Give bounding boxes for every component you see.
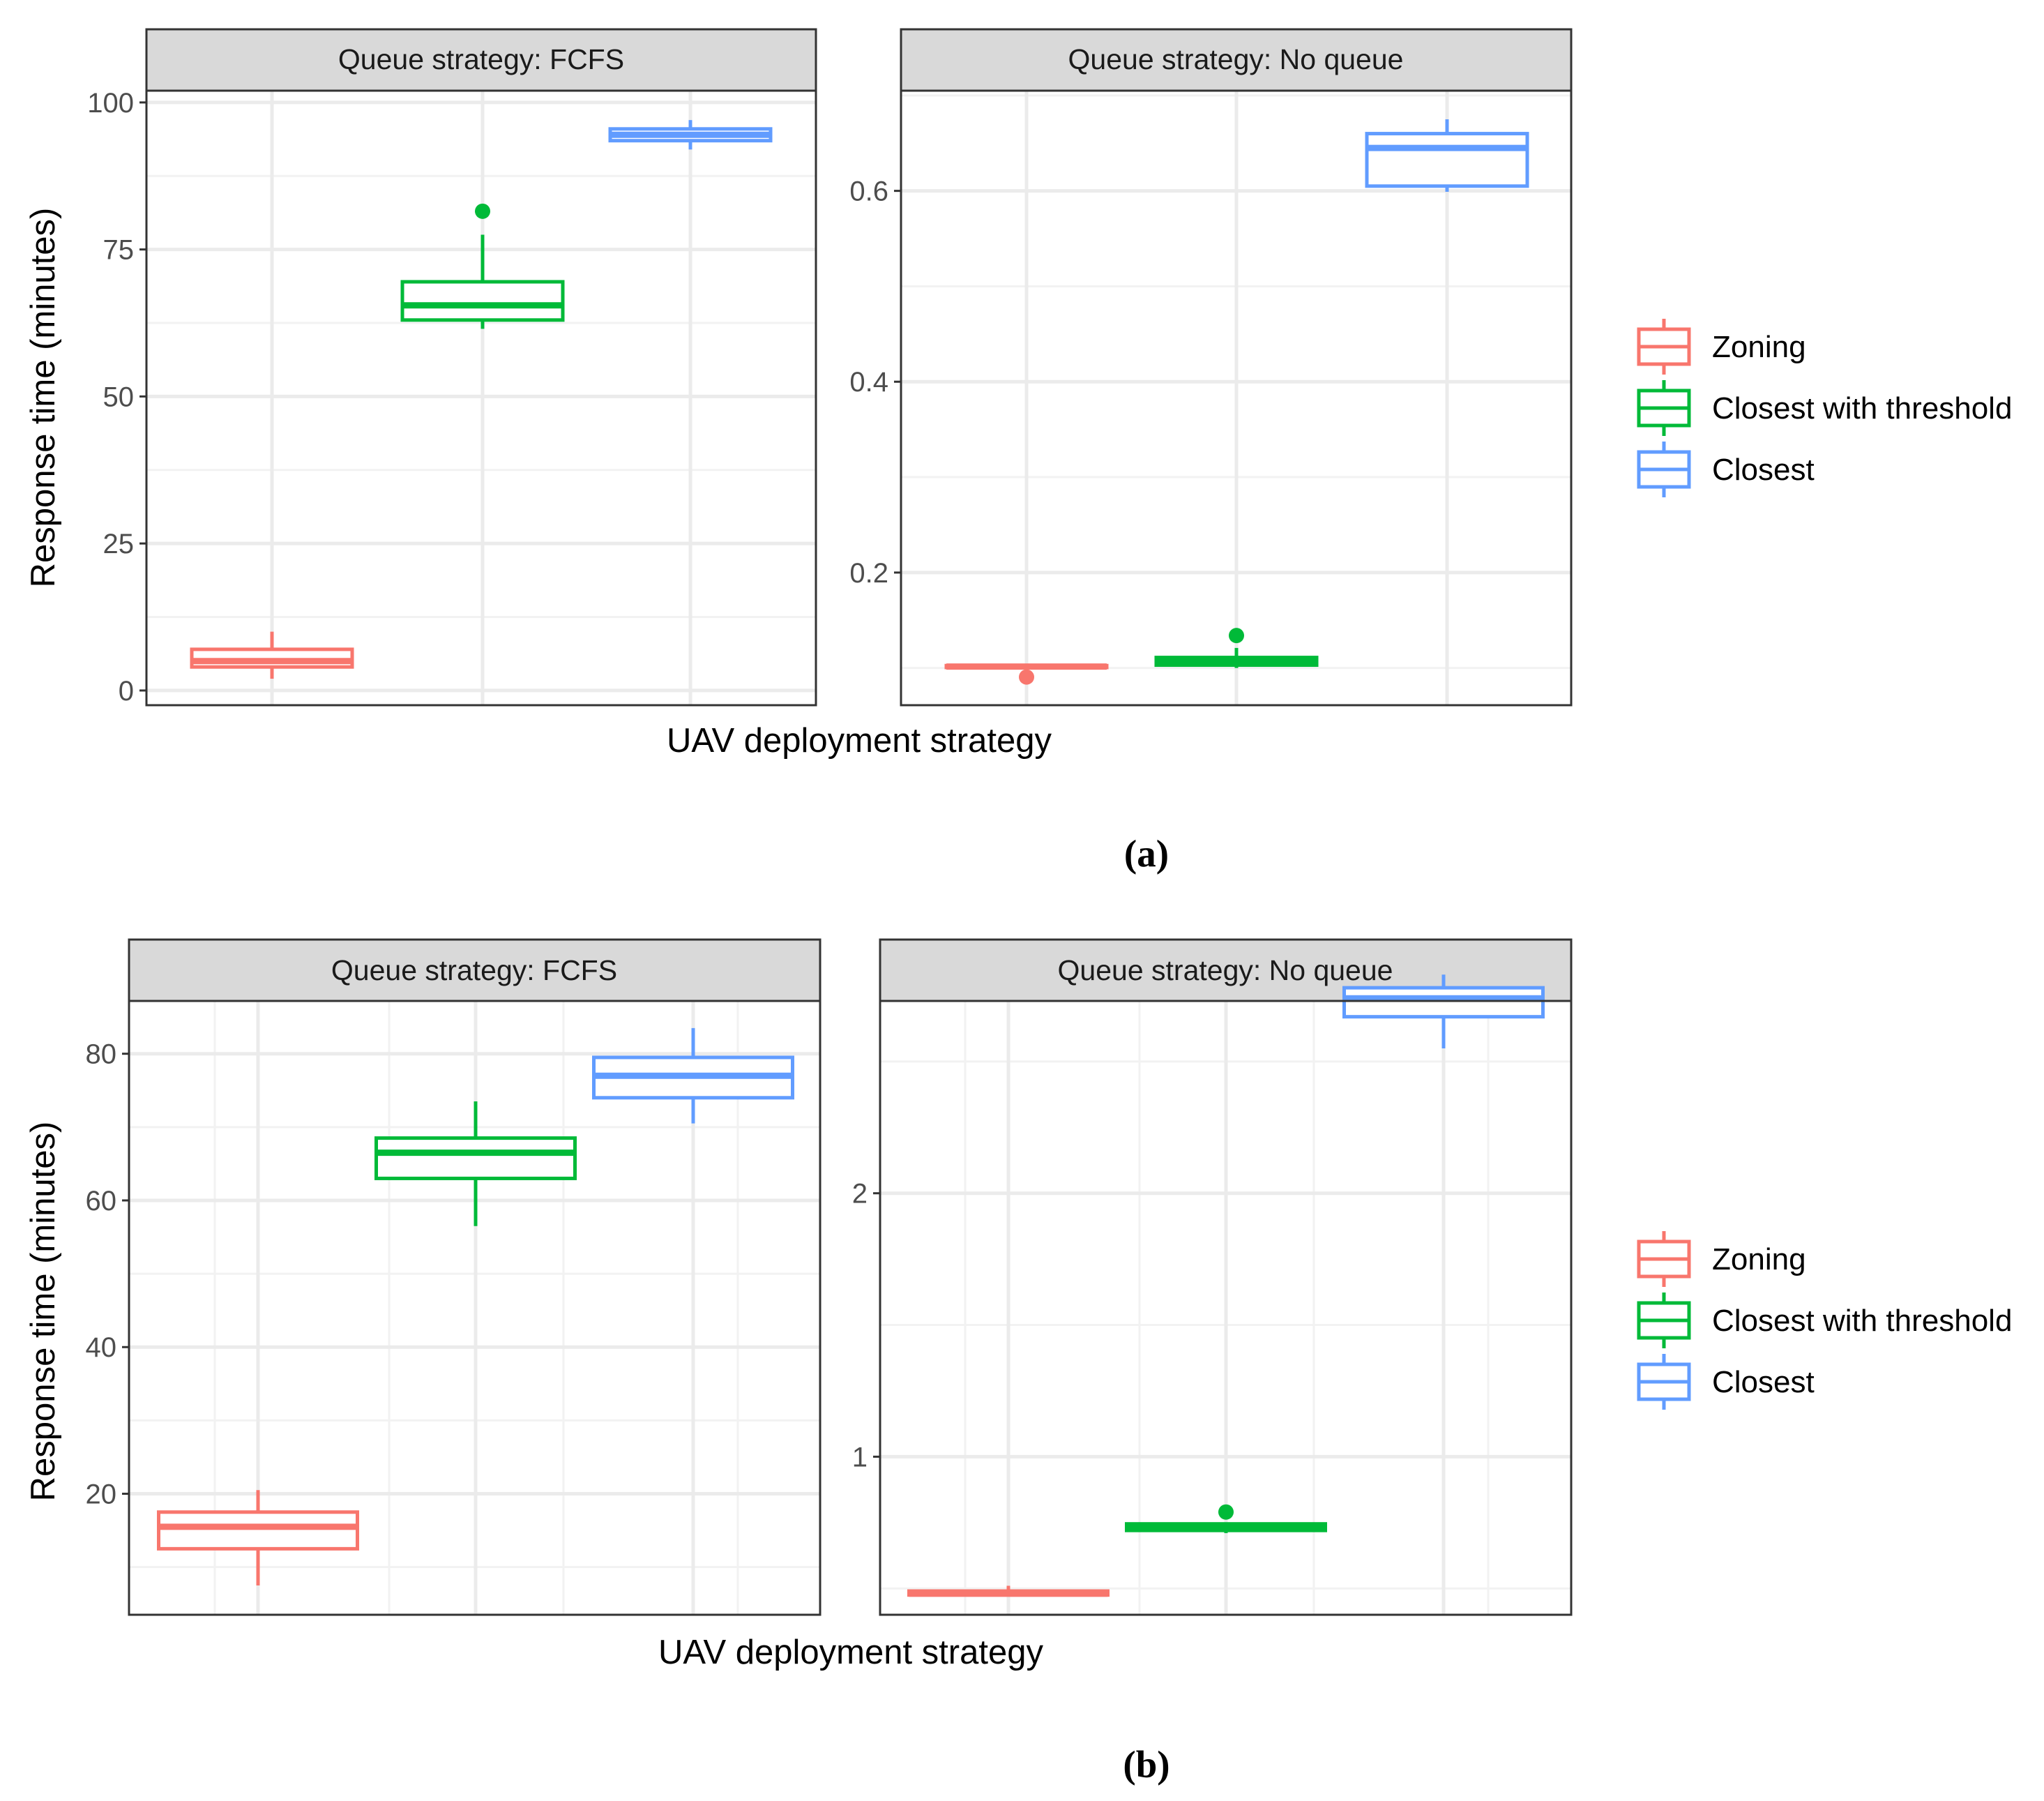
chart-b-fcfs-y-tick-label: 80 [86, 1039, 117, 1070]
chart-a-noqueue-box-closest-with-threshold [1154, 628, 1319, 668]
chart-b-panel-fcfs-strip-label: Queue strategy: FCFS [331, 954, 617, 986]
chart-b-fcfs-box-closest-with-threshold-iqr [374, 1136, 577, 1180]
chart-a-xlabel: UAV deployment strategy [667, 722, 1052, 760]
chart-b-ylabel: Response time (minutes) [24, 1122, 62, 1502]
chart-a-fcfs-box-closest-with-threshold-iqr [400, 280, 565, 322]
chart-a-panel-fcfs-strip [145, 28, 817, 92]
chart-b-panel-noqueue-strip-label: Queue strategy: No queue [1058, 954, 1393, 986]
chart-b-fcfs-y-tick-label: 40 [86, 1332, 117, 1363]
chart-b-legend-closest-key [1637, 1354, 1691, 1410]
chart-a-fcfs-box-closest-with-threshold [400, 203, 565, 329]
chart-b-panel-fcfs-border [128, 1000, 822, 1616]
chart-a-legend-closest-with-threshold-label: Closest with threshold [1712, 391, 2012, 425]
chart-b-noqueue-box-closest-with-threshold [1125, 1504, 1327, 1533]
chart-b-panel-fcfs-plot: 20 40 60 80 [86, 1001, 820, 1615]
chart-a-noqueue-y-tick-label: 0.4 [849, 367, 888, 398]
chart-a-panel-fcfs-border [145, 89, 817, 707]
chart-a-panel-noqueue: Queue strategy: No queue 0.2 0.4 0.6 [849, 28, 1573, 707]
chart-a-fcfs-y-tick-label: 50 [103, 382, 135, 412]
chart-b-caption: (b) [1123, 1743, 1169, 1786]
chart-a-noqueue-box-zoning [944, 663, 1109, 685]
chart-a-ylabel: Response time (minutes) [24, 208, 62, 588]
chart-a-panel-noqueue-border [900, 89, 1573, 707]
chart-a-fcfs-y-tick-label: 25 [103, 529, 135, 559]
chart-b-fcfs-y-tick-label: 60 [86, 1186, 117, 1216]
chart-b-noqueue-y-tick-label: 1 [852, 1442, 868, 1472]
chart-a-fcfs-box-closest-with-threshold-outlier [475, 203, 490, 219]
chart-a-noqueue-box-closest-iqr [1365, 132, 1529, 188]
chart-b-noqueue-box-closest [1342, 974, 1545, 1048]
chart-a-legend-zoning-label: Zoning [1712, 330, 1806, 364]
chart-a-panel-fcfs-plot: 0 25 50 75 100 [87, 88, 816, 707]
chart-a-panel-fcfs: Queue strategy: FCFS 0 25 50 75 100 [87, 28, 817, 707]
chart-a-panel-noqueue-plot: 0.2 0.4 0.6 [849, 91, 1571, 705]
chart-a-legend: Zoning Closest with threshold Closest [1637, 319, 2012, 497]
chart-b-noqueue-box-closest-with-threshold-outlier [1218, 1504, 1234, 1520]
chart-a-legend-closest-with-threshold-key [1637, 380, 1691, 436]
chart-b-xlabel: UAV deployment strategy [658, 1634, 1043, 1671]
chart-b-legend-zoning-key [1637, 1231, 1691, 1287]
chart-b-legend-closest-with-threshold-key [1637, 1293, 1691, 1348]
chart-a-fcfs-box-closest [608, 120, 773, 150]
chart-a-fcfs-y-tick-label: 75 [103, 235, 135, 266]
chart-b-noqueue-y-tick-label: 2 [852, 1179, 868, 1210]
chart-b-panel-fcfs: Queue strategy: FCFS 20 40 60 80 [86, 938, 822, 1616]
chart-b-legend-closest-label: Closest [1712, 1365, 1815, 1399]
chart-a-fcfs-box-zoning [190, 631, 354, 679]
chart-b-fcfs-box-closest [592, 1027, 794, 1124]
chart-a: Queue strategy: FCFS 0 25 50 75 100 Queue st… [24, 28, 2012, 875]
chart-a-legend-closest-label: Closest [1712, 453, 1815, 487]
chart-a-panel-noqueue-strip [900, 28, 1573, 92]
chart-a-panel-noqueue-strip-label: Queue strategy: No queue [1068, 43, 1404, 75]
chart-a-fcfs-y-tick-label: 100 [87, 88, 134, 119]
chart-b-legend-closest-with-threshold-label: Closest with threshold [1712, 1304, 2012, 1338]
chart-a-noqueue-box-closest [1365, 119, 1529, 193]
chart-b: Queue strategy: FCFS 20 40 60 80 Queue stra… [24, 938, 2012, 1786]
chart-a-noqueue-box-zoning-outlier [1019, 669, 1034, 685]
chart-b-legend: Zoning Closest with threshold Closest [1637, 1231, 2012, 1410]
chart-b-fcfs-box-closest-with-threshold [374, 1101, 577, 1226]
chart-b-fcfs-box-zoning-iqr [157, 1510, 359, 1551]
chart-b-noqueue-box-zoning [907, 1585, 1110, 1597]
chart-b-noqueue-box-closest-iqr [1342, 986, 1545, 1019]
chart-a-legend-zoning-key [1637, 319, 1691, 375]
chart-a-noqueue-box-closest-with-threshold-outlier [1229, 628, 1244, 644]
chart-a-fcfs-y-tick-label: 0 [119, 676, 134, 707]
chart-a-legend-closest-key [1637, 442, 1691, 497]
chart-b-fcfs-y-tick-label: 20 [86, 1479, 117, 1510]
chart-a-noqueue-y-tick-label: 0.2 [849, 558, 888, 589]
chart-a-caption: (a) [1124, 832, 1169, 875]
chart-b-panel-noqueue-border [879, 1000, 1573, 1616]
chart-b-panel-noqueue-plot: 12 [852, 974, 1571, 1615]
chart-b-legend-zoning-label: Zoning [1712, 1242, 1806, 1276]
chart-a-noqueue-y-tick-label: 0.6 [849, 176, 888, 207]
chart-a-panel-fcfs-strip-label: Queue strategy: FCFS [338, 43, 624, 75]
chart-b-panel-noqueue: Queue strategy: No queue 12 [852, 938, 1573, 1616]
chart-b-panel-fcfs-strip [128, 938, 822, 1002]
chart-b-fcfs-box-zoning [157, 1490, 359, 1585]
